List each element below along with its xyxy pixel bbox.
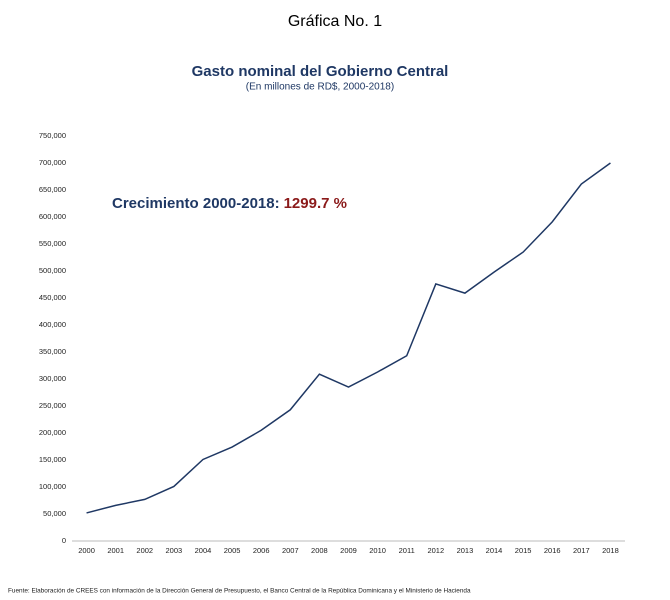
y-tick-label: 600,000 [39,212,66,221]
x-tick-label: 2012 [427,546,444,555]
y-tick-label: 0 [62,536,66,545]
x-tick-label: 2015 [515,546,532,555]
y-tick-label: 250,000 [39,401,66,410]
x-tick-label: 2006 [253,546,270,555]
y-tick-label: 400,000 [39,320,66,329]
y-tick-label: 300,000 [39,374,66,383]
x-tick-label: 2009 [340,546,357,555]
y-tick-label: 500,000 [39,266,66,275]
y-tick-label: 350,000 [39,347,66,356]
x-tick-label: 2018 [602,546,619,555]
x-tick-label: 2007 [282,546,299,555]
y-tick-label: 650,000 [39,185,66,194]
x-tick-label: 2017 [573,546,590,555]
chart-subtitle: (En millones de RD$, 2000-2018) [246,82,394,93]
x-tick-label: 2002 [136,546,153,555]
y-tick-label: 700,000 [39,158,66,167]
y-tick-label: 200,000 [39,428,66,437]
y-tick-label: 550,000 [39,239,66,248]
y-tick-label: 450,000 [39,293,66,302]
x-tick-label: 2016 [544,546,561,555]
y-tick-label: 150,000 [39,455,66,464]
chart-title: Gasto nominal del Gobierno Central [192,63,449,80]
page-title: Gráfica No. 1 [288,13,382,30]
x-tick-label: 2001 [107,546,124,555]
x-tick-label: 2003 [166,546,183,555]
x-tick-label: 2010 [369,546,386,555]
source-note: Fuente: Elaboración de CREES con informa… [8,588,471,595]
y-tick-label: 100,000 [39,482,66,491]
x-tick-label: 2005 [224,546,241,555]
line-series [86,162,611,514]
annotation-value: 1299.7 % [284,195,347,212]
x-tick-label: 2014 [486,546,503,555]
x-tick-label: 2013 [457,546,474,555]
y-tick-label: 750,000 [39,131,66,140]
x-tick-label: 2008 [311,546,328,555]
annotation-label: Crecimiento 2000-2018: [112,195,280,212]
y-tick-label: 50,000 [43,509,66,518]
x-tick-label: 2000 [78,546,95,555]
x-tick-label: 2011 [399,546,415,555]
x-tick-label: 2004 [195,546,212,555]
annotation: Crecimiento 2000-2018: 1299.7 % [112,195,347,212]
